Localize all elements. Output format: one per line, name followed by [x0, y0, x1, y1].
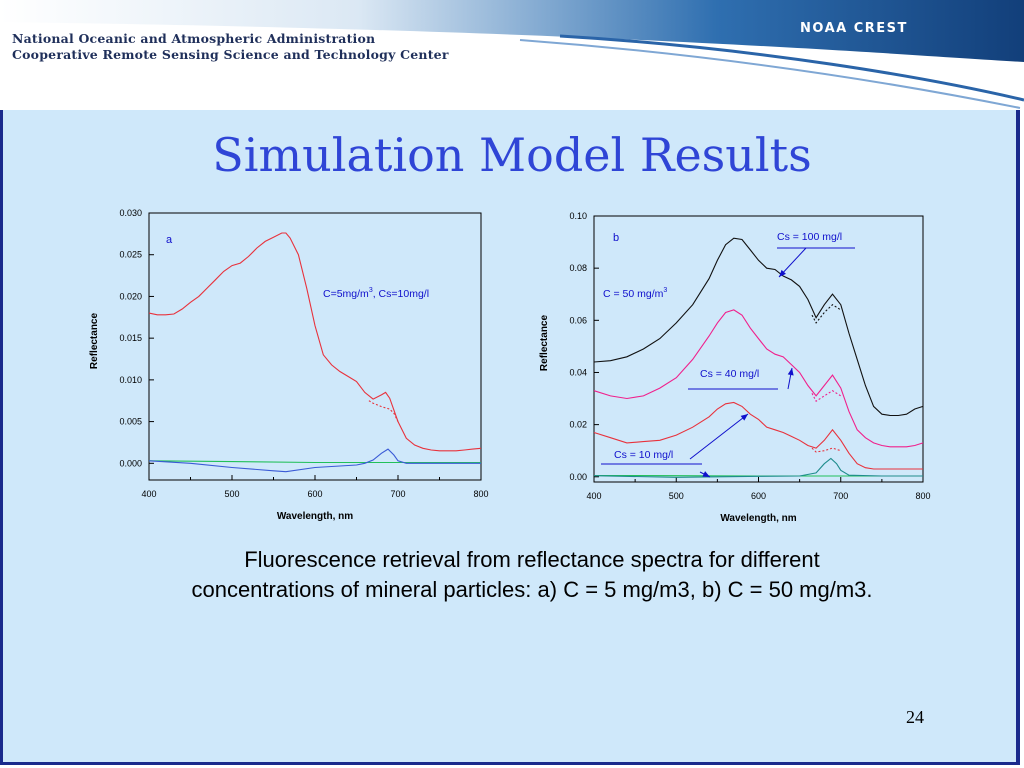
- y-axis-label: Reflectance: [89, 312, 100, 369]
- y-axis-label: Reflectance: [539, 314, 550, 371]
- x-tick-label: 700: [833, 491, 848, 501]
- annotation-label: Cs = 40 mg/l: [700, 368, 759, 380]
- annotation-label: Cs = 100 mg/l: [777, 231, 842, 243]
- x-tick-label: 400: [141, 489, 156, 499]
- y-tick-label: 0.10: [569, 211, 587, 221]
- annotation-label: Cs = 10 mg/l: [614, 449, 673, 461]
- y-tick-label: 0.010: [119, 375, 142, 385]
- series-line-teal: [593, 457, 923, 478]
- slide-number: 24: [906, 707, 924, 727]
- x-tick-label: 400: [586, 491, 601, 501]
- slide-title: Simulation Model Results: [212, 128, 812, 182]
- y-tick-label: 0.06: [569, 315, 587, 325]
- annotation-arrowhead: [740, 414, 748, 421]
- series-line-red: [148, 232, 482, 452]
- annotation-arrowhead: [779, 269, 786, 277]
- slide-header: National Oceanic and Atmospheric Adminis…: [0, 0, 1024, 110]
- x-tick-label: 500: [669, 491, 684, 501]
- series-line-green: [148, 460, 481, 464]
- chart-a: 400 500 600 700 800 0.000 0.005 0.010 0.015 0.020…: [89, 208, 489, 522]
- x-tick-label: 500: [224, 489, 239, 499]
- series-line-blue: [148, 448, 481, 473]
- header-swoosh: [0, 0, 1024, 109]
- y-tick-label: 0.02: [569, 420, 587, 430]
- y-tick-label: 0.025: [119, 250, 142, 260]
- x-tick-label: 600: [307, 489, 322, 499]
- annotation-arrow: [689, 413, 749, 460]
- slide-panel: [0, 110, 1020, 765]
- chart-b: 400 500 600 700 800 0.00 0.02 0.04 0.06 0.08 0.10 W…: [539, 211, 931, 524]
- y-tick-label: 0.08: [569, 263, 587, 273]
- annotation-arrowhead: [787, 368, 794, 376]
- x-axis-label: Wavelength, nm: [720, 513, 796, 524]
- series-line-red: [593, 401, 923, 470]
- annotation-arrowhead: [702, 471, 710, 477]
- figure-caption: Fluorescence retrieval from reflectance …: [191, 547, 873, 602]
- panel-label: b: [613, 232, 619, 244]
- org-name-line2: Cooperative Remote Sensing Science and T…: [12, 47, 449, 62]
- x-tick-label: 700: [390, 489, 405, 499]
- plot-frame: [148, 212, 482, 481]
- series-line-pink: [593, 309, 924, 448]
- annotation-label: C=5mg/m3, Cs=10mg/l: [323, 287, 429, 300]
- y-tick-label: 0.020: [119, 291, 142, 301]
- x-tick-label: 800: [915, 491, 930, 501]
- series-line-black: [593, 237, 924, 417]
- y-tick-label: 0.030: [119, 208, 142, 218]
- series-line-black-dashed: [811, 304, 842, 324]
- series-line-red-dashed: [368, 400, 399, 422]
- y-tick-label: 0.00: [569, 472, 587, 482]
- x-tick-label: 600: [751, 491, 766, 501]
- y-tick-label: 0.005: [119, 417, 142, 427]
- series-line-red-dashed: [811, 447, 841, 453]
- y-tick-label: 0.015: [119, 333, 142, 343]
- org-name-line1: National Oceanic and Atmospheric Adminis…: [12, 31, 376, 46]
- series-line-pink-dashed: [811, 390, 842, 402]
- x-axis-label: Wavelength, nm: [277, 511, 353, 522]
- y-tick-label: 0.04: [569, 367, 587, 377]
- annotation-label: C = 50 mg/m3: [603, 287, 667, 300]
- panel-label: a: [166, 234, 173, 246]
- y-tick-label: 0.000: [119, 458, 142, 468]
- noaa-crest-logo: NOAA CREST: [800, 21, 908, 36]
- x-tick-label: 800: [473, 489, 488, 499]
